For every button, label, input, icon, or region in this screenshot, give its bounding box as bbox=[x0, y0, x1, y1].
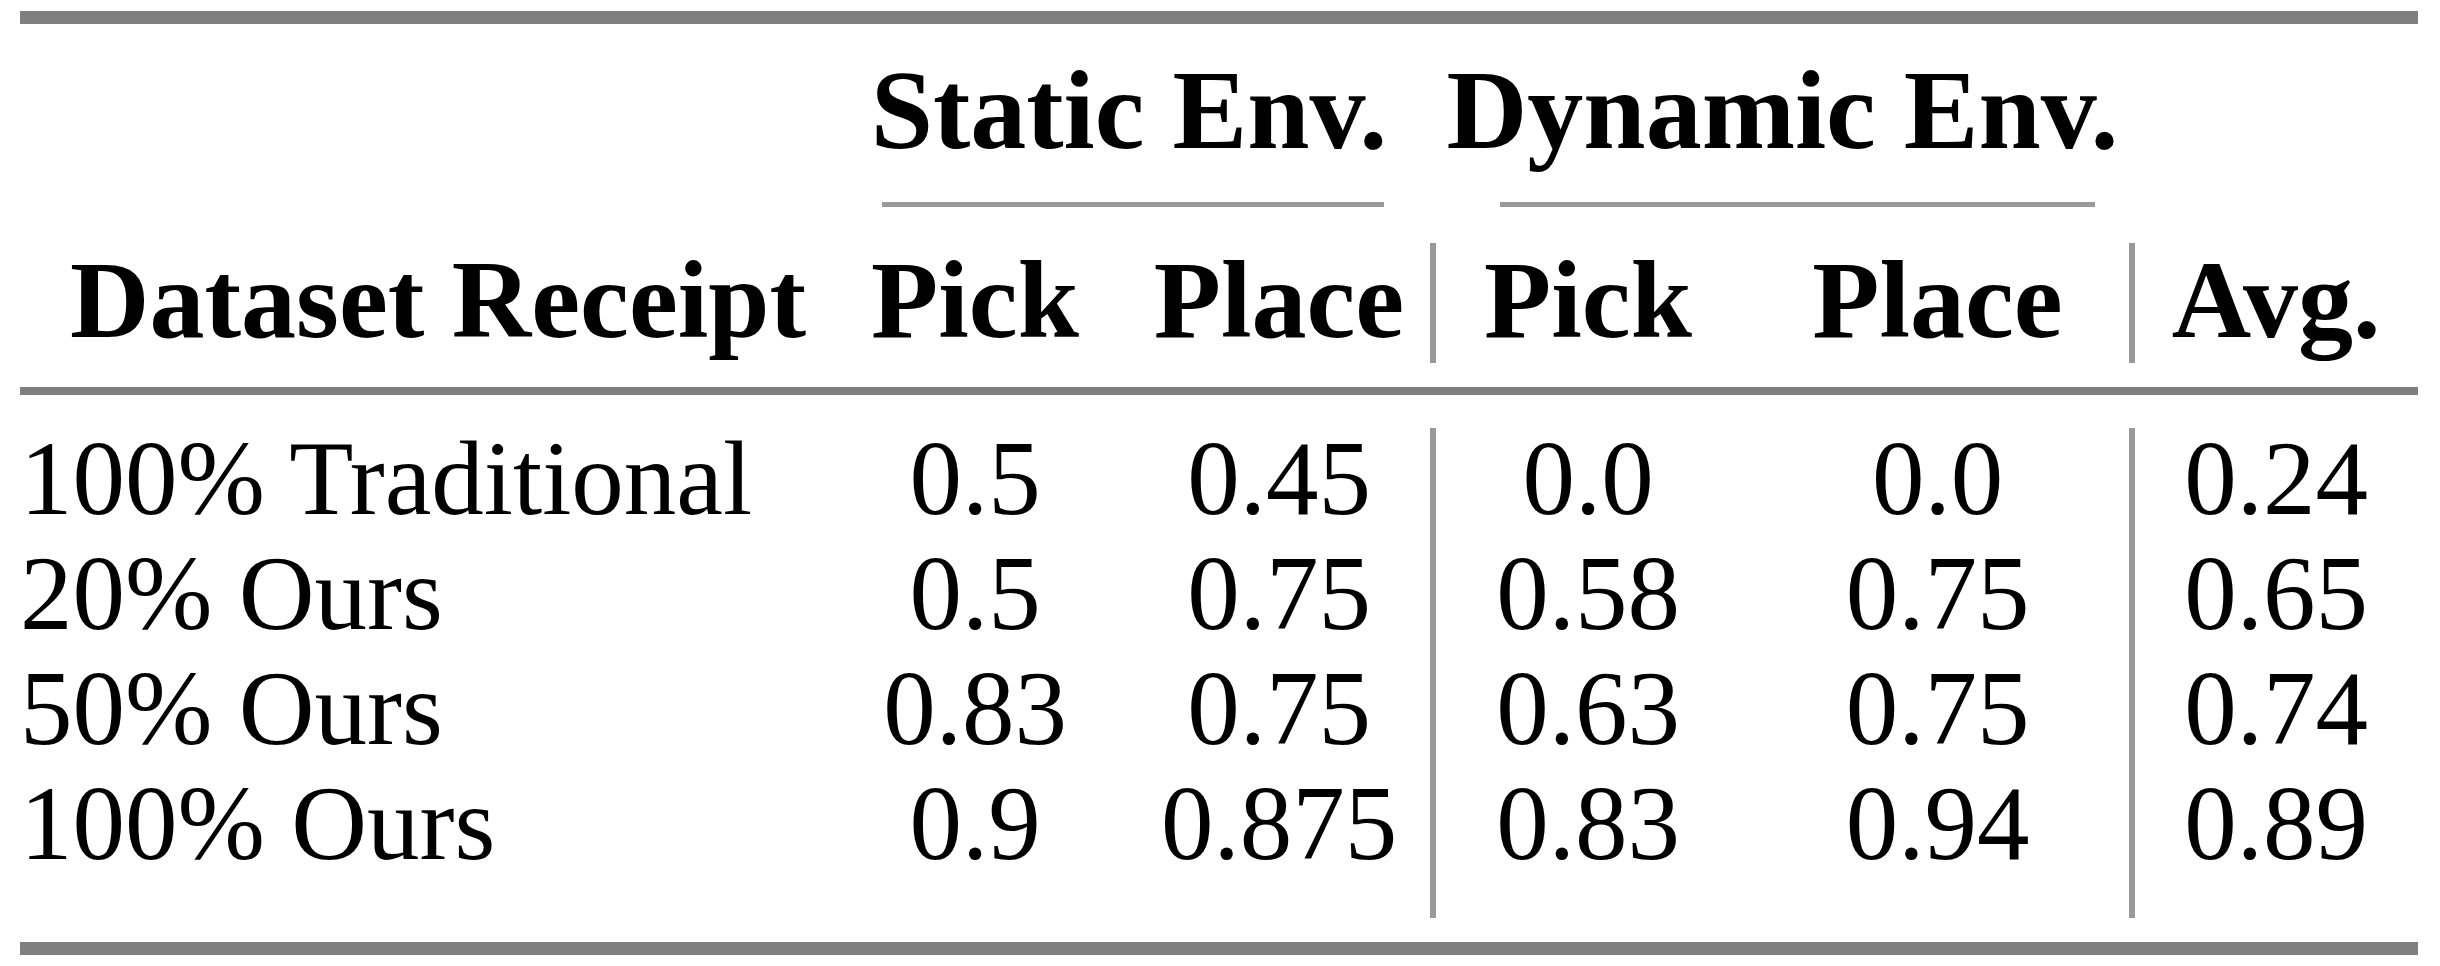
cell-avg: 0.65 bbox=[2132, 536, 2420, 650]
column-header-dynamic-place: Place bbox=[1743, 210, 2132, 390]
cell-static-place: 0.45 bbox=[1125, 390, 1433, 536]
cell-static-place: 0.75 bbox=[1125, 536, 1433, 650]
row-label: 20% Ours bbox=[20, 536, 825, 650]
cell-avg: 0.24 bbox=[2132, 390, 2420, 536]
group-header-dynamic-env: Dynamic Env. bbox=[1433, 10, 2132, 210]
cell-static-pick: 0.9 bbox=[825, 766, 1125, 930]
cell-dynamic-pick: 0.83 bbox=[1433, 766, 1743, 930]
cell-dynamic-place: 0.0 bbox=[1743, 390, 2132, 536]
cell-static-pick: 0.83 bbox=[825, 650, 1125, 766]
cell-static-pick: 0.5 bbox=[825, 536, 1125, 650]
cell-avg: 0.74 bbox=[2132, 650, 2420, 766]
cell-dynamic-pick: 0.58 bbox=[1433, 536, 1743, 650]
column-header-row: Dataset Receipt Pick Place Pick Place Av… bbox=[20, 210, 2420, 390]
spacer-cell bbox=[2132, 10, 2420, 210]
row-label: 100% Ours bbox=[20, 766, 825, 930]
table-row: 50% Ours 0.83 0.75 0.63 0.75 0.74 bbox=[20, 650, 2420, 766]
cell-dynamic-place: 0.75 bbox=[1743, 650, 2132, 766]
table-row: 100% Traditional 0.5 0.45 0.0 0.0 0.24 bbox=[20, 390, 2420, 536]
cell-static-place: 0.875 bbox=[1125, 766, 1433, 930]
cell-dynamic-pick: 0.0 bbox=[1433, 390, 1743, 536]
cell-dynamic-place: 0.94 bbox=[1743, 766, 2132, 930]
cell-avg: 0.89 bbox=[2132, 766, 2420, 930]
table-row: 20% Ours 0.5 0.75 0.58 0.75 0.65 bbox=[20, 536, 2420, 650]
cell-dynamic-place: 0.75 bbox=[1743, 536, 2132, 650]
bottom-rule bbox=[20, 942, 2418, 955]
cell-static-place: 0.75 bbox=[1125, 650, 1433, 766]
column-header-static-place: Place bbox=[1125, 210, 1433, 390]
group-header-static-env: Static Env. bbox=[825, 10, 1433, 210]
row-label: 50% Ours bbox=[20, 650, 825, 766]
column-header-static-pick: Pick bbox=[825, 210, 1125, 390]
paper-results-table-figure: Static Env. Dynamic Env. Dataset Receipt… bbox=[0, 0, 2440, 966]
spacer-cell bbox=[20, 10, 825, 210]
cell-dynamic-pick: 0.63 bbox=[1433, 650, 1743, 766]
table-row: 100% Ours 0.9 0.875 0.83 0.94 0.89 bbox=[20, 766, 2420, 930]
group-header-row: Static Env. Dynamic Env. bbox=[20, 10, 2420, 210]
row-label: 100% Traditional bbox=[20, 390, 825, 536]
column-header-avg: Avg. bbox=[2132, 210, 2420, 390]
results-table: Static Env. Dynamic Env. Dataset Receipt… bbox=[20, 10, 2420, 930]
column-header-dataset-receipt: Dataset Receipt bbox=[20, 210, 825, 390]
cell-static-pick: 0.5 bbox=[825, 390, 1125, 536]
column-header-dynamic-pick: Pick bbox=[1433, 210, 1743, 390]
